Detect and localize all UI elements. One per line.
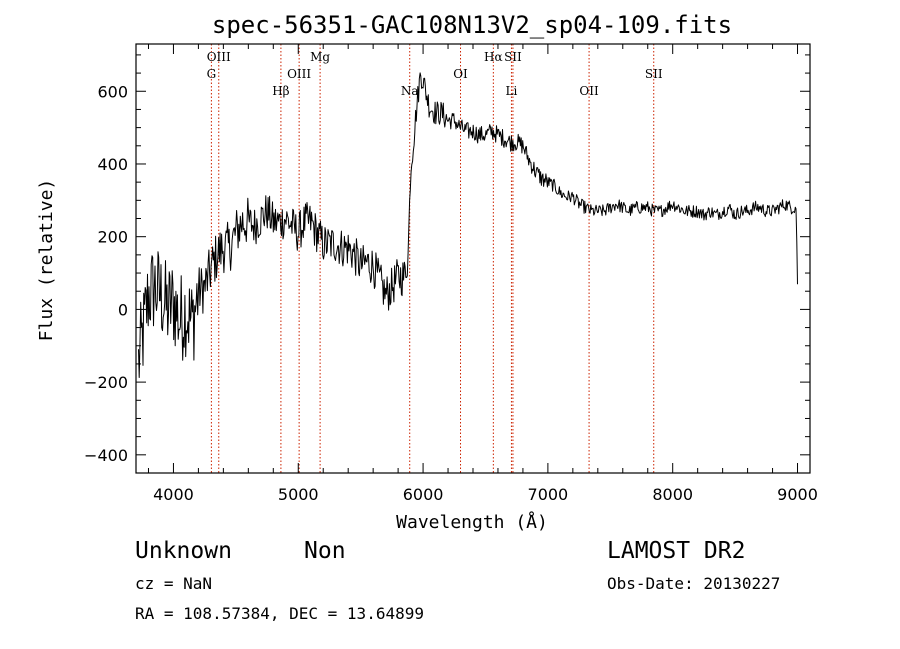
plot-frame	[135, 43, 811, 474]
spectral-line-label: Hβ	[272, 84, 289, 98]
y-tick-label: −200	[84, 373, 128, 392]
x-tick-label: 6000	[403, 485, 444, 504]
y-tick-label: 200	[97, 228, 128, 247]
x-tick-label: 9000	[777, 485, 818, 504]
spectral-line-label: Mg	[310, 50, 330, 64]
spectral-line-label: OIII	[207, 50, 231, 64]
spectral-line-label: Li	[506, 84, 518, 98]
redshift-text: cz = NaN	[135, 574, 213, 593]
spectral-line-label: Na	[401, 84, 419, 98]
x-tick-label: 7000	[528, 485, 569, 504]
y-tick-label: 0	[118, 300, 128, 319]
spectral-line-label: OII	[579, 84, 599, 98]
x-tick-label: 5000	[278, 485, 319, 504]
chart-title: spec-56351-GAC108N13V2_sp04-109.fits	[212, 11, 732, 39]
coordinates-text: RA = 108.57384, DEC = 13.64899	[135, 604, 424, 623]
y-tick-label: 400	[97, 155, 128, 174]
y-tick-label: −400	[84, 446, 128, 465]
survey-name: LAMOST DR2	[607, 538, 746, 564]
x-tick-label: 4000	[153, 485, 194, 504]
axes: 4000 5000 6000 7000 8000 9000 −400 −200 0 200 400 6…	[84, 44, 818, 504]
x-axis-label: Wavelength (Å)	[396, 511, 548, 533]
object-subclass: Non	[304, 538, 346, 564]
spectral-line-label: Hα	[484, 50, 503, 64]
spectrum-line	[138, 72, 798, 378]
spectral-line-label: OI	[453, 67, 468, 81]
spectral-line-label: OIII	[287, 67, 311, 81]
y-tick-label: 600	[97, 82, 128, 101]
observation-date: Obs-Date: 20130227	[607, 574, 781, 593]
x-tick-label: 8000	[652, 485, 693, 504]
y-axis-label: Flux (relative)	[36, 179, 57, 342]
object-class: Unknown	[135, 538, 232, 564]
spectral-line-label: SII	[645, 67, 663, 81]
spectral-line-label: SII	[504, 50, 522, 64]
spectral-line-label: G	[207, 67, 217, 81]
spectrum-series	[138, 72, 798, 378]
